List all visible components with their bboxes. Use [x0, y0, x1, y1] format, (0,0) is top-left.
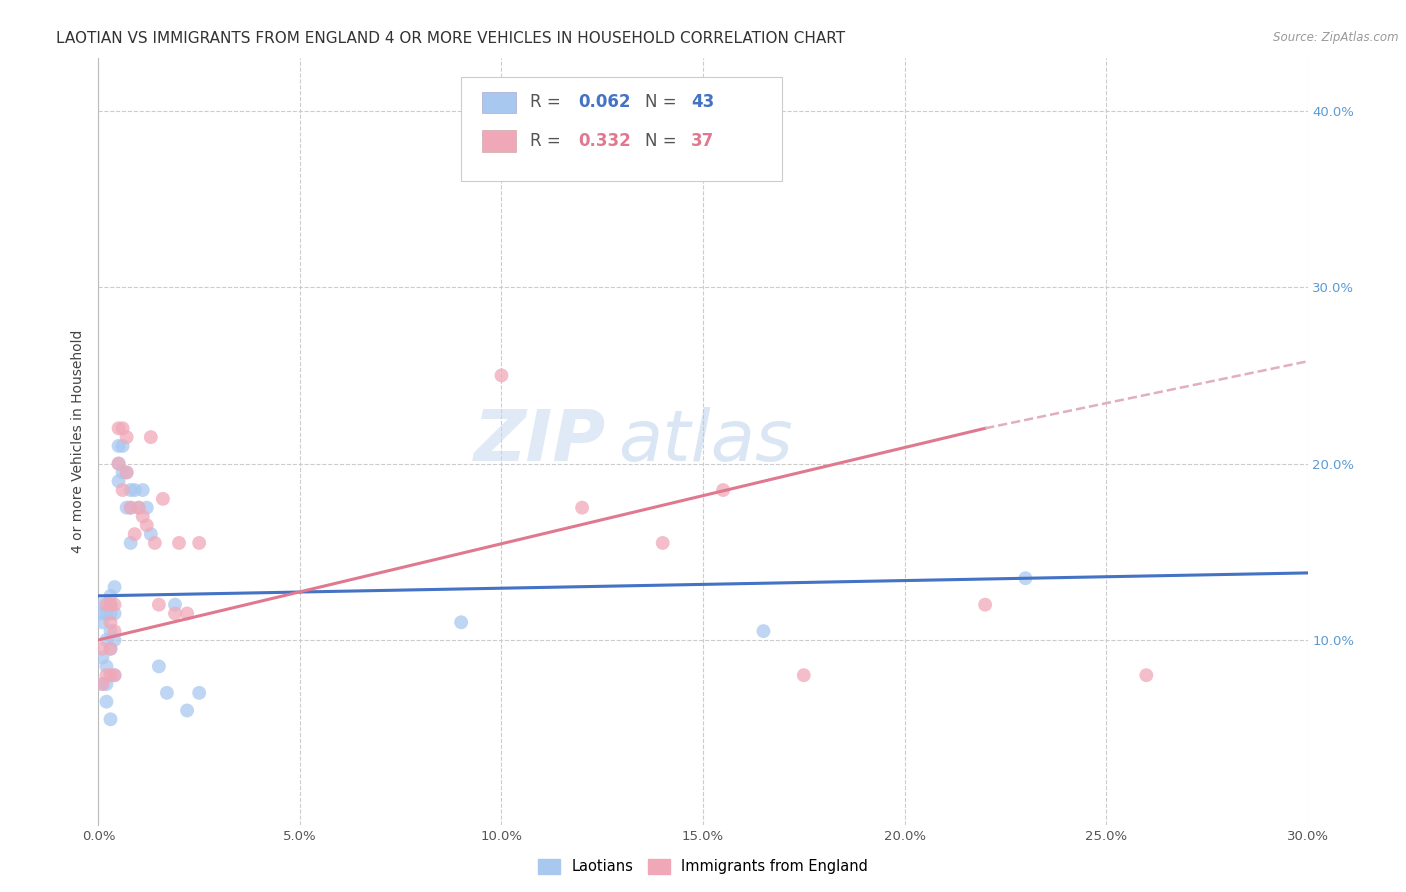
Point — [974, 598, 997, 612]
Point — [91, 677, 114, 691]
Point — [132, 509, 155, 524]
Point — [103, 668, 125, 682]
Point — [115, 500, 138, 515]
Point — [188, 686, 211, 700]
Point — [571, 500, 593, 515]
Point — [115, 466, 138, 480]
Text: 43: 43 — [690, 94, 714, 112]
Point — [91, 598, 114, 612]
Point — [111, 483, 134, 497]
Y-axis label: 4 or more Vehicles in Household: 4 or more Vehicles in Household — [72, 330, 86, 553]
Point — [120, 500, 142, 515]
FancyBboxPatch shape — [482, 130, 516, 152]
Point — [167, 536, 190, 550]
Point — [103, 607, 125, 621]
Point — [163, 598, 186, 612]
Point — [491, 368, 513, 383]
Text: LAOTIAN VS IMMIGRANTS FROM ENGLAND 4 OR MORE VEHICLES IN HOUSEHOLD CORRELATION C: LAOTIAN VS IMMIGRANTS FROM ENGLAND 4 OR … — [56, 31, 845, 46]
Text: N =: N = — [645, 132, 682, 150]
Point — [103, 598, 125, 612]
Point — [96, 632, 118, 647]
Point — [100, 589, 122, 603]
Point — [103, 668, 125, 682]
Point — [111, 421, 134, 435]
Point — [148, 659, 170, 673]
Point — [120, 483, 142, 497]
Point — [96, 677, 118, 691]
Point — [1014, 571, 1036, 585]
Point — [450, 615, 472, 630]
Point — [100, 624, 122, 639]
Point — [91, 641, 114, 656]
Point — [135, 500, 157, 515]
Point — [103, 580, 125, 594]
FancyBboxPatch shape — [482, 92, 516, 113]
Point — [132, 483, 155, 497]
Text: R =: R = — [530, 94, 567, 112]
Point — [143, 536, 166, 550]
Point — [1135, 668, 1157, 682]
Point — [651, 536, 673, 550]
Text: Source: ZipAtlas.com: Source: ZipAtlas.com — [1274, 31, 1399, 45]
Point — [111, 466, 134, 480]
Point — [120, 500, 142, 515]
Point — [100, 641, 122, 656]
Point — [152, 491, 174, 506]
Point — [96, 659, 118, 673]
Point — [107, 457, 129, 471]
Point — [124, 483, 146, 497]
Point — [100, 712, 122, 726]
Point — [711, 483, 734, 497]
Text: atlas: atlas — [619, 407, 793, 476]
Point — [139, 430, 162, 444]
Point — [115, 466, 138, 480]
Point — [91, 677, 114, 691]
Point — [176, 703, 198, 717]
Point — [163, 607, 186, 621]
Point — [120, 536, 142, 550]
Point — [91, 650, 114, 665]
Point — [752, 624, 775, 639]
Point — [91, 615, 114, 630]
FancyBboxPatch shape — [461, 77, 782, 181]
Point — [96, 607, 118, 621]
Text: R =: R = — [530, 132, 567, 150]
Text: N =: N = — [645, 94, 682, 112]
Point — [139, 527, 162, 541]
Point — [107, 457, 129, 471]
Point — [111, 439, 134, 453]
Point — [188, 536, 211, 550]
Point — [148, 598, 170, 612]
Point — [100, 615, 122, 630]
Text: 0.062: 0.062 — [578, 94, 631, 112]
Point — [107, 439, 129, 453]
Text: 0.332: 0.332 — [578, 132, 631, 150]
Point — [91, 607, 114, 621]
Point — [100, 668, 122, 682]
Point — [96, 668, 118, 682]
Text: ZIP: ZIP — [474, 407, 606, 476]
Point — [107, 421, 129, 435]
Point — [135, 518, 157, 533]
Point — [128, 500, 150, 515]
Point — [124, 527, 146, 541]
Legend: Laotians, Immigrants from England: Laotians, Immigrants from England — [531, 853, 875, 880]
Point — [96, 598, 118, 612]
Point — [100, 598, 122, 612]
Point — [100, 641, 122, 656]
Point — [103, 632, 125, 647]
Point — [128, 500, 150, 515]
Point — [100, 607, 122, 621]
Point — [100, 598, 122, 612]
Point — [107, 474, 129, 488]
Point — [115, 430, 138, 444]
Point — [156, 686, 179, 700]
Point — [176, 607, 198, 621]
Point — [103, 624, 125, 639]
Point — [96, 695, 118, 709]
Point — [793, 668, 815, 682]
Text: 37: 37 — [690, 132, 714, 150]
